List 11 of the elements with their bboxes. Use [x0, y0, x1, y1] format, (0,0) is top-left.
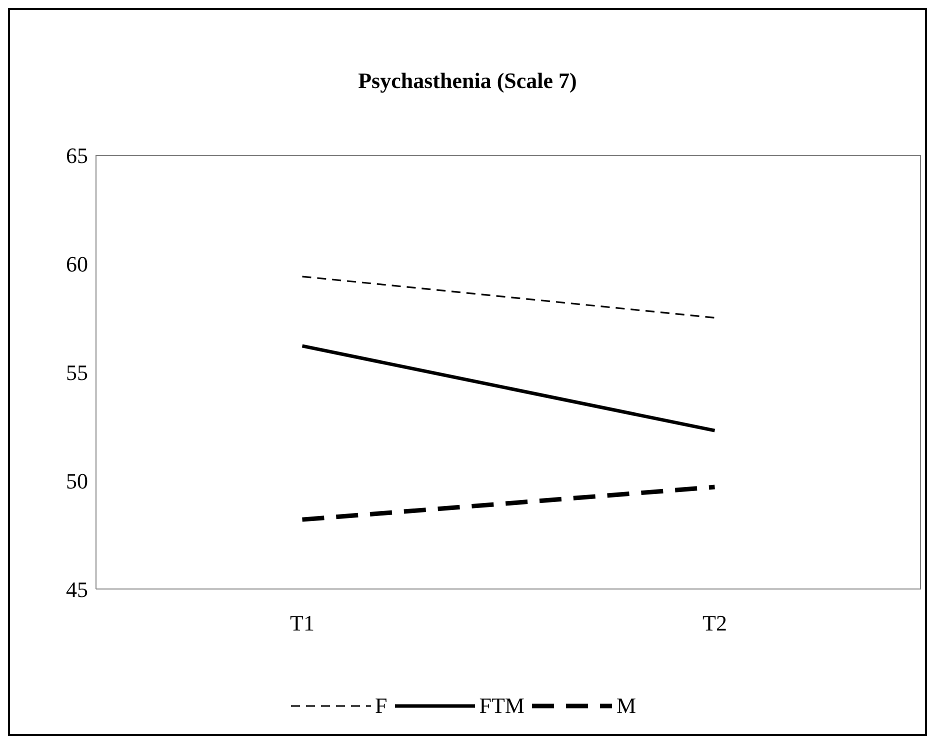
legend-label: FTM [479, 693, 524, 719]
x-tick-label: T2 [702, 610, 727, 636]
y-tick-label: 50 [66, 468, 88, 494]
x-tick-label: T1 [290, 610, 314, 636]
y-tick-label: 45 [66, 576, 88, 602]
legend-label: F [374, 693, 388, 719]
legend-label: M [616, 693, 636, 719]
y-tick-label: 55 [66, 360, 88, 385]
y-tick-label: 60 [66, 251, 88, 276]
y-tick-label: 65 [66, 142, 88, 168]
chart-title: Psychasthenia (Scale 7) [357, 67, 578, 95]
